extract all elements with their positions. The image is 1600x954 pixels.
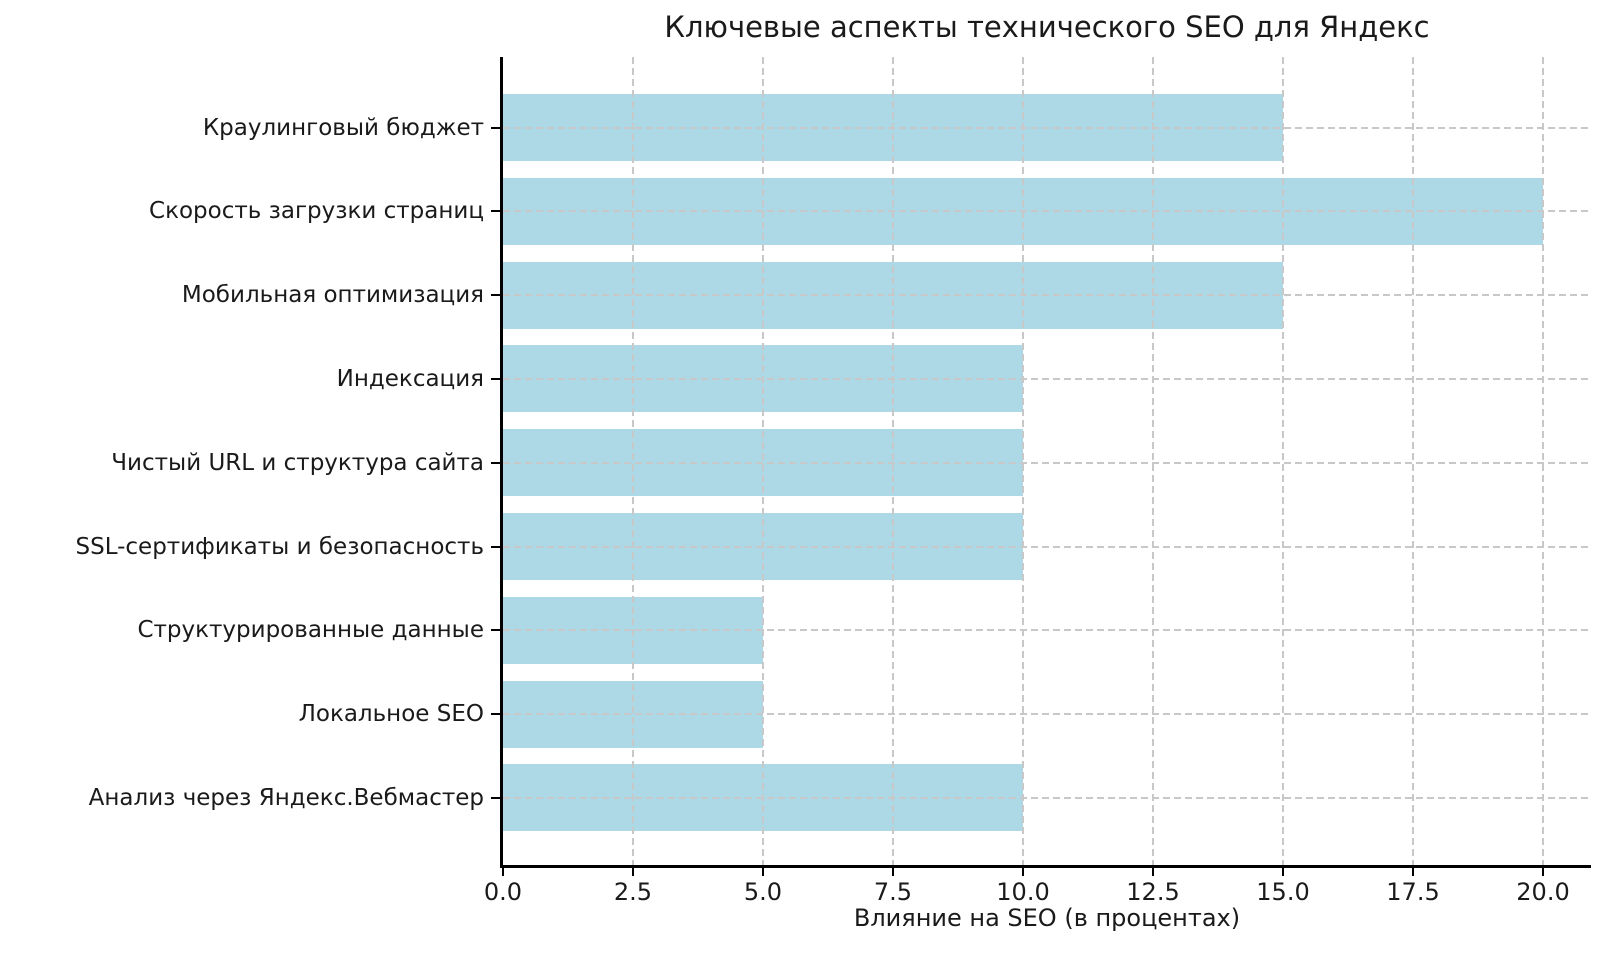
v-gridline: [1282, 57, 1284, 865]
y-tick-label: Локальное SEO: [298, 701, 484, 728]
h-gridline: [503, 713, 1591, 716]
x-tick-label: 7.5: [873, 878, 913, 906]
x-tick: [1022, 868, 1024, 876]
x-tick-label: 17.5: [1386, 878, 1440, 906]
y-tick: [491, 545, 500, 548]
h-gridline: [503, 545, 1591, 548]
v-gridline: [892, 57, 894, 865]
y-tick-label: Анализ через Яндекс.Вебмастер: [88, 784, 484, 811]
x-tick-label: 2.5: [613, 878, 653, 906]
x-tick: [632, 868, 634, 876]
h-gridline: [503, 126, 1591, 129]
x-tick: [762, 868, 764, 876]
y-tick: [491, 294, 500, 297]
x-tick-label: 20.0: [1516, 878, 1570, 906]
x-tick-label: 5.0: [743, 878, 783, 906]
x-tick-label: 0.0: [483, 878, 523, 906]
plot-area: [500, 57, 1591, 868]
y-tick: [491, 377, 500, 380]
y-tick-label: Индексация: [336, 365, 484, 392]
y-tick-label: Краулинговый бюджет: [202, 114, 484, 141]
h-gridline: [503, 629, 1591, 632]
y-tick: [491, 126, 500, 129]
x-tick: [1152, 868, 1154, 876]
v-gridline: [1542, 57, 1544, 865]
y-tick: [491, 210, 500, 213]
x-tick: [502, 868, 504, 876]
y-tick-label: Скорость загрузки страниц: [149, 198, 484, 225]
v-gridline: [1412, 57, 1414, 865]
h-gridline: [503, 796, 1591, 799]
h-gridline: [503, 461, 1591, 464]
y-tick-label: SSL-сертификаты и безопасность: [75, 533, 485, 560]
x-tick-label: 15.0: [1256, 878, 1310, 906]
x-axis-label: Влияние на SEO (в процентах): [853, 904, 1241, 932]
x-tick: [1282, 868, 1284, 876]
v-gridline: [762, 57, 764, 865]
v-gridline: [1022, 57, 1024, 865]
h-gridline: [503, 210, 1591, 213]
y-tick: [491, 461, 500, 464]
x-tick: [892, 868, 894, 876]
v-gridline: [1152, 57, 1154, 865]
y-tick-label: Чистый URL и структура сайта: [111, 449, 484, 476]
grid-layer: [503, 57, 1591, 865]
x-tick: [1542, 868, 1544, 876]
y-tick: [491, 629, 500, 632]
x-tick-label: 12.5: [1126, 878, 1180, 906]
y-tick: [491, 713, 500, 716]
y-tick-label: Структурированные данные: [137, 617, 484, 644]
y-tick-label: Мобильная оптимизация: [181, 282, 484, 309]
x-tick-label: 10.0: [996, 878, 1050, 906]
h-gridline: [503, 377, 1591, 380]
h-gridline: [503, 294, 1591, 297]
y-tick: [491, 796, 500, 799]
chart-title: Ключевые аспекты технического SEO для Ян…: [664, 10, 1430, 44]
x-tick: [1412, 868, 1414, 876]
v-gridline: [632, 57, 634, 865]
